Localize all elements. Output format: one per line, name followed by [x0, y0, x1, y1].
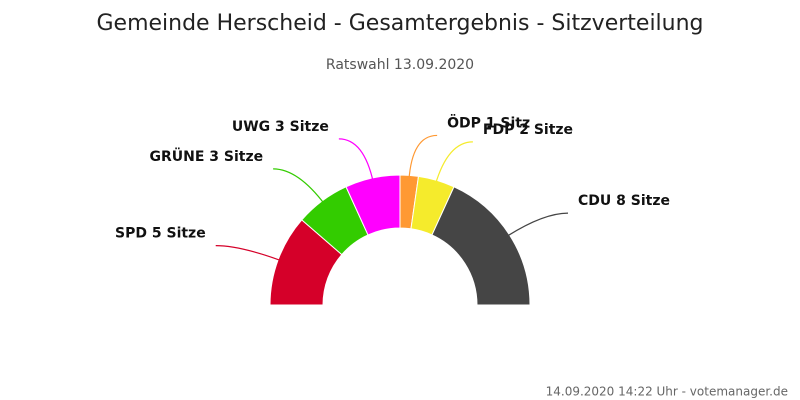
segment	[431, 186, 531, 306]
data-label: SPD 5 Sitze	[115, 226, 206, 242]
data-label: UWG 3 Sitze	[232, 119, 329, 135]
chart-subtitle: Ratswahl 13.09.2020	[326, 57, 474, 73]
leader-line	[504, 212, 569, 238]
chart-title: Gemeinde Herscheid - Gesamtergebnis - Si…	[96, 11, 703, 36]
leader-line	[273, 168, 326, 206]
credit: 14.09.2020 14:22 Uhr - votemanager.de	[546, 385, 788, 399]
data-label: CDU 8 Sitze	[578, 193, 670, 209]
data-label: GRÜNE 3 Sitze	[149, 147, 263, 165]
data-label: ÖDP 1 Sitz	[447, 113, 530, 131]
leader-line	[215, 244, 284, 262]
data-label: FDP 2 Sitze	[483, 122, 573, 138]
leader-line	[408, 134, 438, 181]
leader-line	[434, 141, 473, 186]
leader-line	[338, 138, 375, 183]
